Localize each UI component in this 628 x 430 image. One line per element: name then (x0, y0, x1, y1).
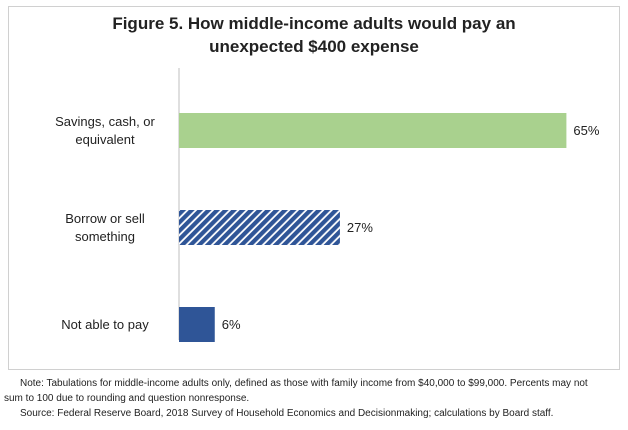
chart-title: Figure 5. How middle-income adults would… (112, 14, 516, 56)
value-label: 27% (346, 219, 373, 235)
bar (179, 210, 340, 245)
source: Source: Federal Reserve Board, 2018 Surv… (20, 408, 554, 419)
note: Note: Tabulations for middle-income adul… (4, 378, 588, 404)
bar (179, 307, 215, 342)
chart-frame (8, 6, 620, 370)
value-label: 65% (573, 122, 600, 138)
bar (179, 113, 567, 148)
category-label: Savings, cash, or equivalent (55, 113, 155, 147)
value-label: 6% (221, 316, 241, 332)
category-label: Not able to pay (61, 316, 149, 332)
category-label: Borrow or sell something (65, 210, 145, 244)
